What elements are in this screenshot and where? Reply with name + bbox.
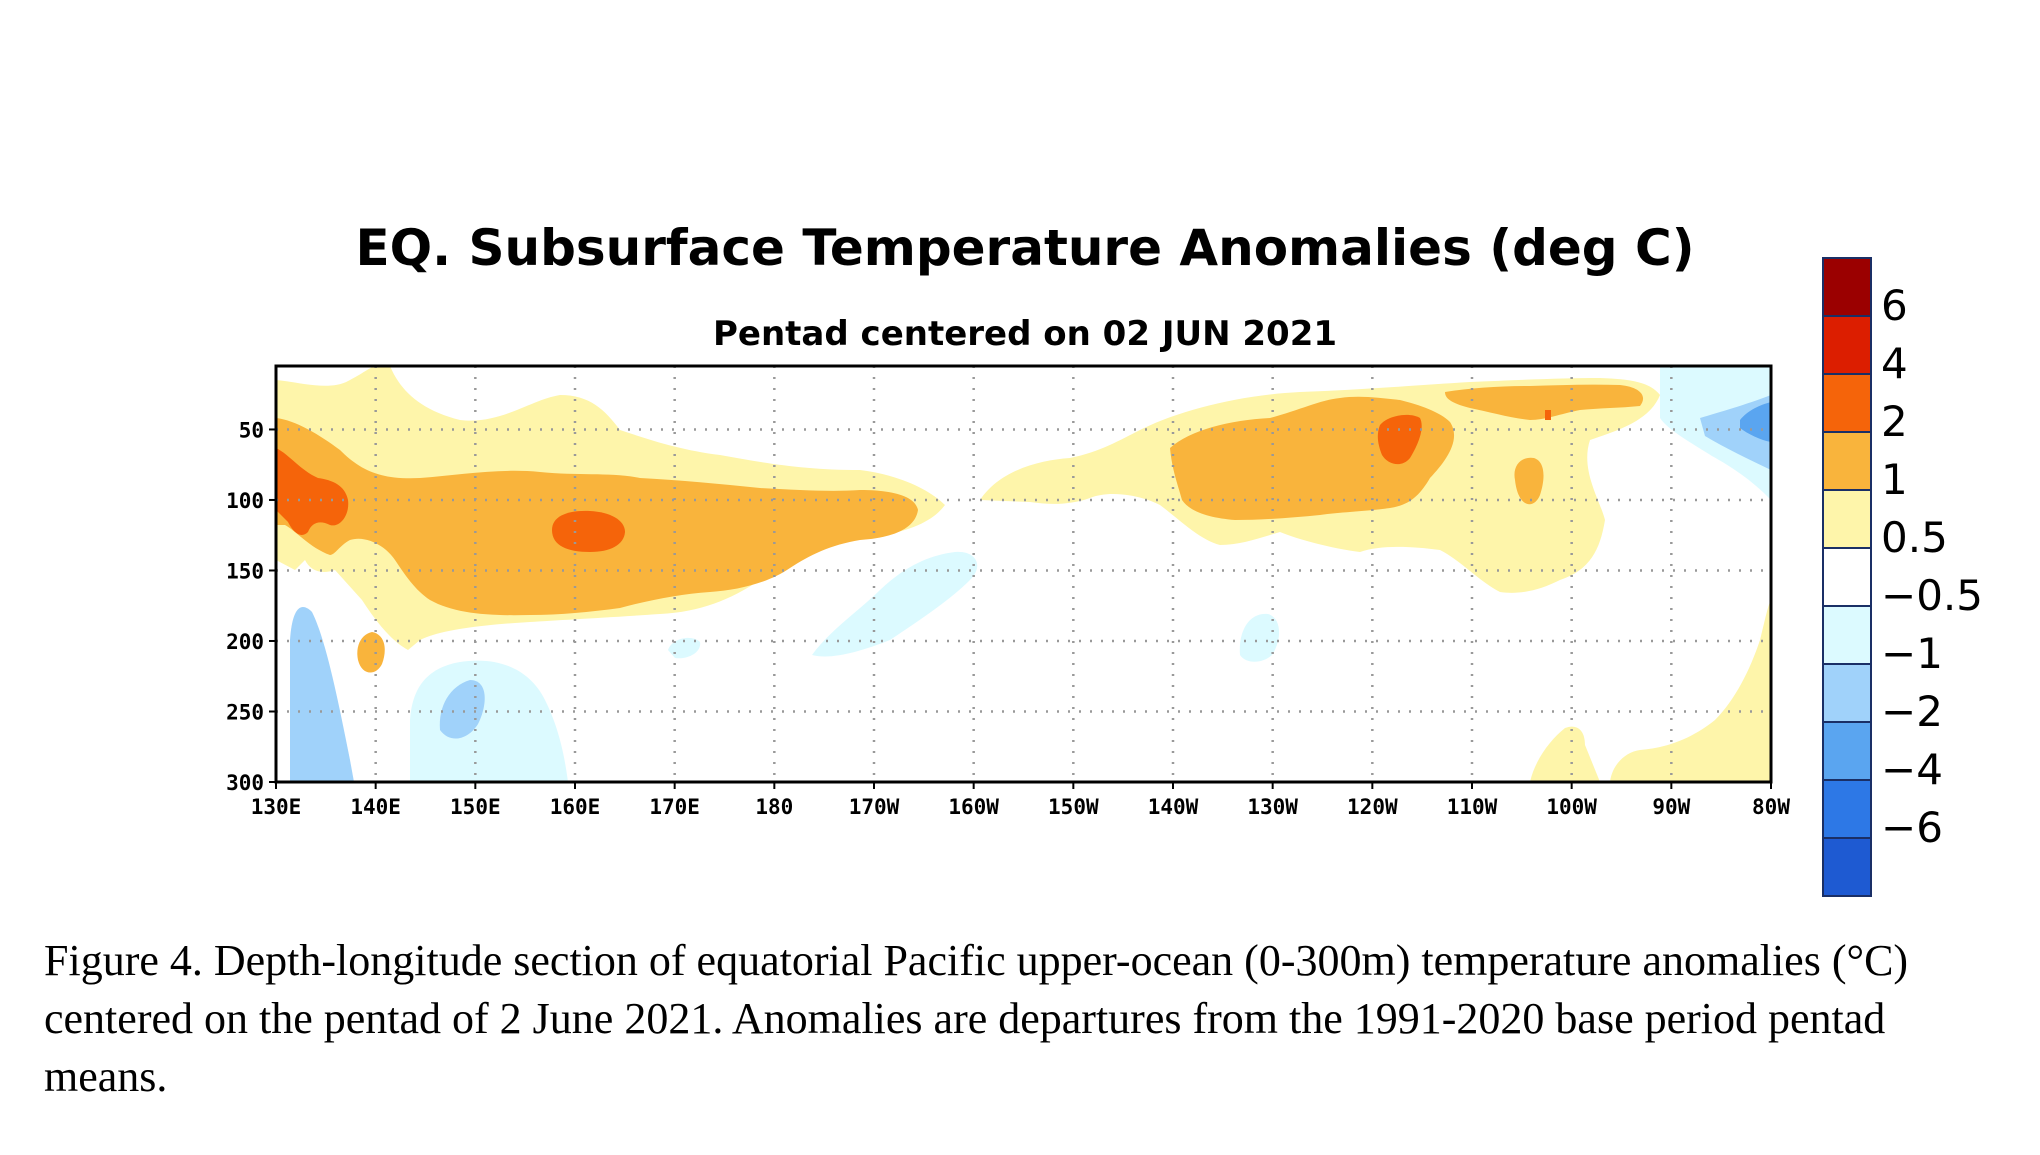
- anomaly-region-neg-west-deep: [410, 660, 568, 782]
- plot-area: [276, 366, 1771, 782]
- x-tick-label: 140E: [350, 795, 401, 819]
- anomaly-region-neg-east-core: [1740, 402, 1771, 442]
- colorbar: 6 4 2 1 0.5 −0.5 −1 −2 −4 −6: [1822, 257, 1983, 897]
- x-tick-label: 80W: [1752, 795, 1790, 819]
- x-tick-label: 120W: [1347, 795, 1398, 819]
- anomaly-region-pos-far-east-deep: [1610, 600, 1771, 782]
- colorbar-swatch: [1822, 257, 1872, 317]
- colorbar-swatch: [1822, 721, 1872, 781]
- x-tick-label: 90W: [1652, 795, 1690, 819]
- anomaly-region-neg-dateline: [812, 551, 978, 657]
- x-tick-label: 180: [755, 795, 793, 819]
- y-axis: 50 100 150 200 250 300: [226, 418, 276, 795]
- x-tick-label: 170W: [849, 795, 900, 819]
- x-tick-label: 130W: [1247, 795, 1298, 819]
- chart-title: EQ. Subsurface Temperature Anomalies (de…: [355, 219, 1694, 277]
- y-tick-label: 200: [226, 630, 264, 654]
- x-tick-label: 100W: [1546, 795, 1597, 819]
- colorbar-swatch: [1822, 373, 1872, 433]
- colorbar-label: −1: [1881, 629, 1943, 678]
- plot-frame: [274, 364, 1773, 784]
- anomaly-region-pos-160e-core: [552, 510, 625, 552]
- x-tick-label: 160E: [550, 795, 601, 819]
- colorbar-swatch: [1822, 779, 1872, 839]
- colorbar-swatch: [1822, 547, 1872, 607]
- anomaly-region-pos-105w-speck: [1545, 410, 1551, 420]
- anomaly-region-neg-150e: [439, 680, 485, 739]
- y-tick-label: 150: [226, 559, 264, 583]
- anomaly-region-pos-120w-core: [1377, 414, 1422, 465]
- x-tick-label: 130E: [251, 795, 302, 819]
- x-tick-label: 150W: [1048, 795, 1099, 819]
- x-axis: 130E 140E 150E 160E 170E 180 170W 160W 150W 140W 1…: [251, 782, 1790, 819]
- colorbar-label: −0.5: [1881, 571, 1983, 620]
- colorbar-swatch: [1822, 663, 1872, 723]
- y-tick-label: 300: [226, 771, 264, 795]
- colorbar-swatch: [1822, 489, 1872, 549]
- anomaly-region-neg-130w: [1239, 613, 1280, 662]
- colorbar-label: −4: [1881, 745, 1943, 794]
- x-tick-label: 140W: [1148, 795, 1199, 819]
- colorbar-label: 0.5: [1881, 513, 1948, 562]
- anomaly-region-pos-east-deep: [1530, 726, 1600, 782]
- x-tick-label: 160W: [948, 795, 999, 819]
- y-tick-label: 250: [226, 700, 264, 724]
- colorbar-label: 6: [1881, 281, 1908, 330]
- colorbar-swatch: [1822, 315, 1872, 375]
- colorbar-swatch: [1822, 605, 1872, 665]
- anomaly-region-pos-west-core: [276, 448, 349, 535]
- y-tick-label: 50: [239, 418, 264, 442]
- colorbar-swatch: [1822, 431, 1872, 491]
- anomaly-region-pos-east-tongue: [1445, 384, 1644, 420]
- colorbar-label: 2: [1881, 397, 1908, 446]
- anomaly-region-neg-west-edge: [290, 607, 354, 782]
- x-tick-label: 110W: [1447, 795, 1498, 819]
- colorbar-label: 4: [1881, 339, 1908, 388]
- colorbar-swatch: [1822, 837, 1872, 897]
- y-tick-label: 100: [226, 489, 264, 513]
- chart-subtitle: Pentad centered on 02 JUN 2021: [713, 314, 1337, 354]
- anomaly-region-pos-105w: [1514, 457, 1544, 505]
- figure-caption: Figure 4. Depth-longitude section of equ…: [44, 936, 1909, 1101]
- x-tick-label: 150E: [450, 795, 501, 819]
- anomaly-region-neg-dateline-small: [668, 637, 701, 659]
- colorbar-label: −2: [1881, 687, 1943, 736]
- colorbar-label: −6: [1881, 803, 1943, 852]
- colorbar-label: 1: [1881, 455, 1908, 504]
- x-tick-label: 170E: [649, 795, 700, 819]
